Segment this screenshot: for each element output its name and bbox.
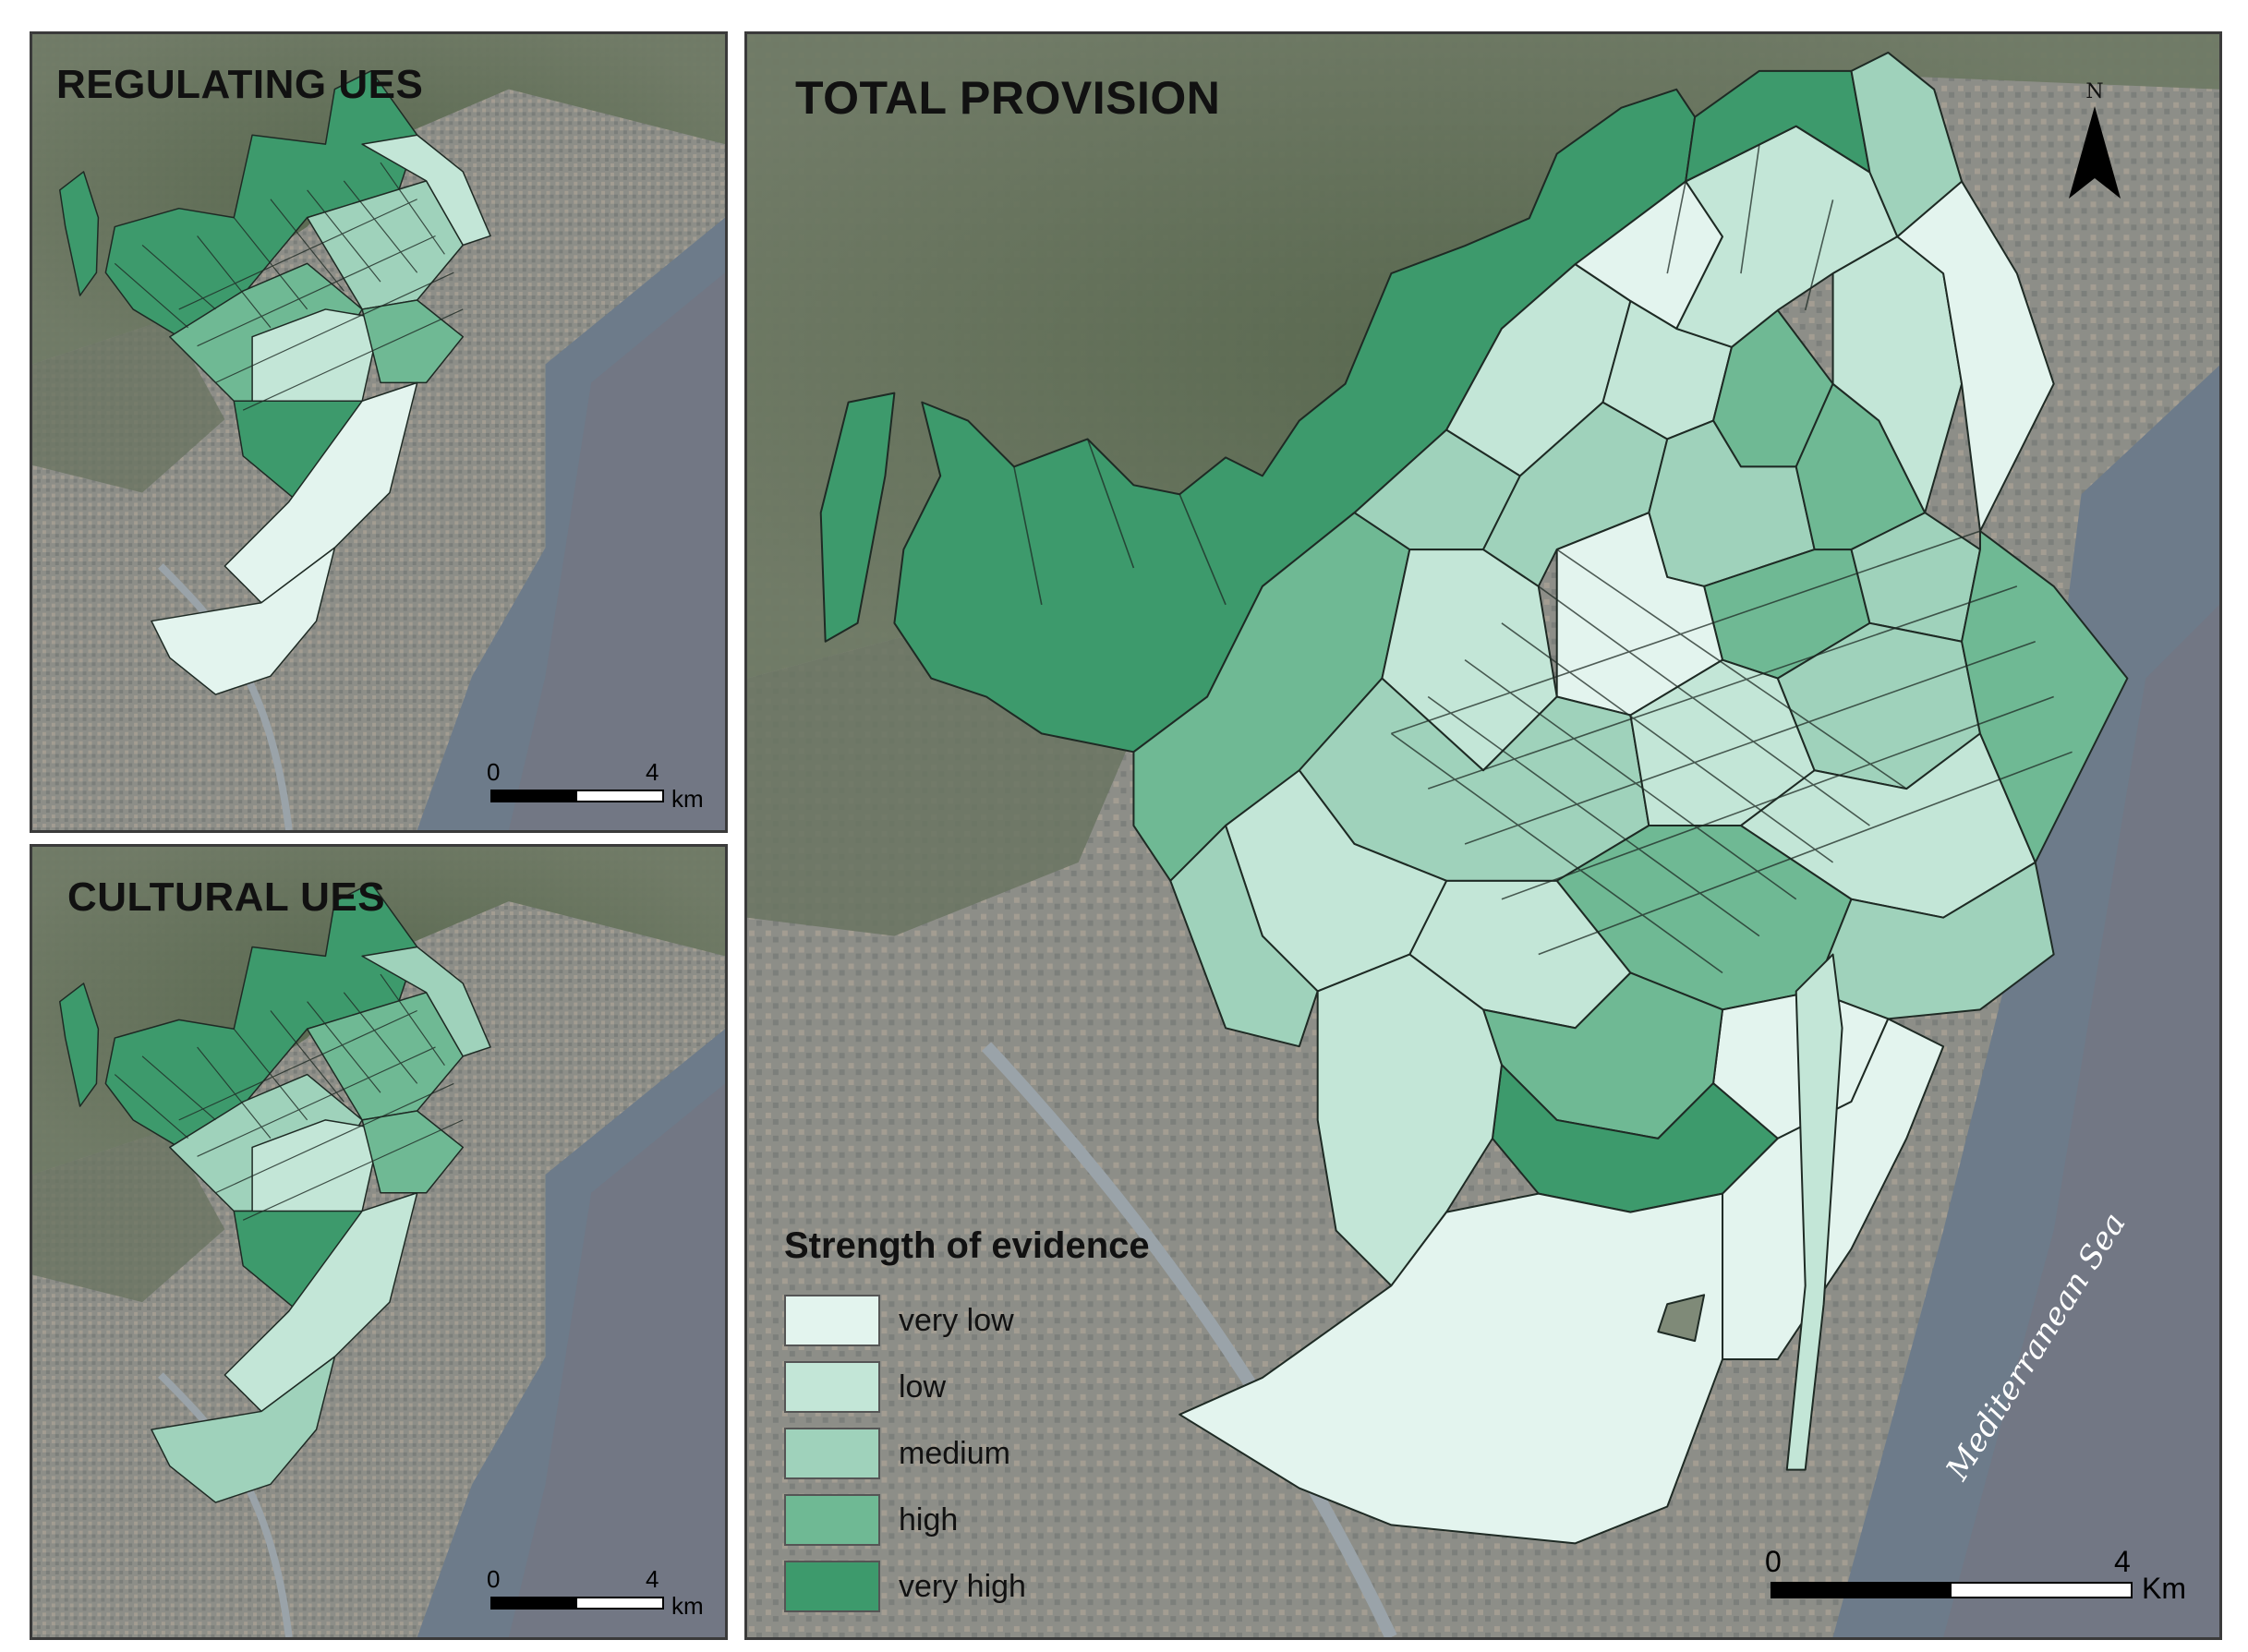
scale-max: 4 [646, 758, 659, 786]
scale-zero: 0 [487, 1565, 501, 1593]
scale-zero: 0 [1765, 1545, 1782, 1578]
legend-swatch [784, 1361, 880, 1413]
cultural-ues-panel: CULTURAL UES 0 4 km [30, 844, 728, 1640]
scale-zero: 0 [487, 758, 501, 786]
legend-swatch [784, 1494, 880, 1546]
legend-label: high [899, 1501, 959, 1537]
legend-label: very low [899, 1302, 1014, 1338]
north-arrow-icon [2069, 106, 2121, 199]
legend-title: Strength of evidence [784, 1225, 1150, 1266]
legend-label: low [899, 1369, 947, 1405]
panel-title: REGULATING UES [56, 62, 424, 107]
panel-title: CULTURAL UES [67, 874, 386, 920]
legend-swatch [784, 1561, 880, 1612]
north-label: N [2085, 80, 2104, 103]
scale-bar-graphic [1771, 1582, 2133, 1598]
north-arrow: N [2062, 80, 2127, 200]
scale-unit: Km [2142, 1572, 2186, 1605]
scale-max: 4 [2114, 1545, 2131, 1578]
scale-unit: km [671, 785, 704, 813]
scale-bar: 0 4 km [487, 758, 712, 814]
legend-swatch [784, 1428, 880, 1479]
legend-label: medium [899, 1435, 1010, 1471]
scale-bar: 0 4 km [487, 1565, 712, 1621]
scale-bar: 0 4 Km [1765, 1545, 2195, 1610]
scale-unit: km [671, 1592, 704, 1620]
scale-bar-graphic [490, 1597, 664, 1610]
scale-bar-graphic [490, 790, 664, 802]
legend-swatch [784, 1295, 880, 1346]
legend: Strength of evidence very low low medium… [784, 1225, 1150, 1620]
legend-item: very low [784, 1287, 1150, 1354]
total-map [747, 34, 2219, 1637]
cultural-map [32, 847, 725, 1637]
legend-item: medium [784, 1420, 1150, 1487]
legend-item: high [784, 1487, 1150, 1553]
legend-label: very high [899, 1568, 1026, 1604]
panel-title: TOTAL PROVISION [795, 72, 1221, 124]
scale-max: 4 [646, 1565, 659, 1593]
legend-item: very high [784, 1553, 1150, 1620]
regulating-map [32, 34, 725, 830]
total-provision-panel: TOTAL PROVISION N Mediterranean Sea Stre… [744, 31, 2222, 1640]
legend-item: low [784, 1354, 1150, 1420]
municipality-total [819, 51, 2129, 1545]
regulating-ues-panel: REGULATING UES 0 4 km [30, 31, 728, 833]
